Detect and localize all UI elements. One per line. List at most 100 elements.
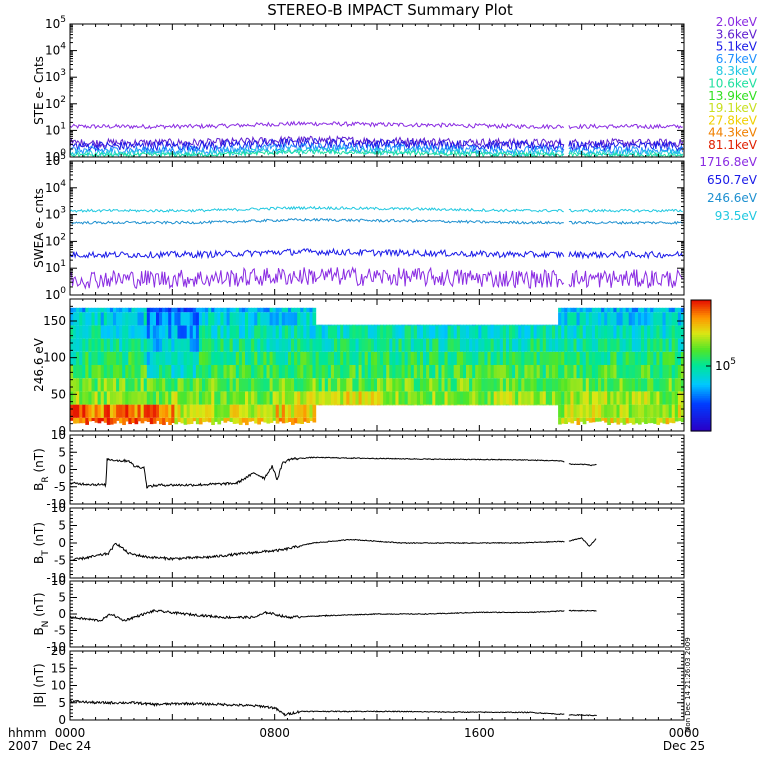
pad-cell <box>604 404 608 418</box>
pad-cell <box>168 365 172 379</box>
pad-cell <box>674 312 679 326</box>
pad-cell <box>294 417 298 424</box>
colorbar-cell <box>691 380 711 384</box>
pad-cell <box>73 325 77 339</box>
pad-cell <box>545 365 550 379</box>
colorbar-cell <box>691 337 711 340</box>
pad-cell <box>189 365 194 379</box>
pad-cell <box>647 365 651 379</box>
pad-cell <box>174 378 179 392</box>
pad-cell <box>321 365 326 379</box>
pad-cell <box>478 324 482 326</box>
pad-cell <box>472 404 476 406</box>
pad-cell <box>131 307 136 313</box>
pad-cell <box>226 351 231 365</box>
pad-cell <box>245 325 249 339</box>
pad-cell <box>432 365 436 379</box>
pad-cell <box>263 307 268 313</box>
pad-cell <box>113 312 117 326</box>
pad-cell <box>395 324 400 326</box>
pad-cell <box>180 378 185 392</box>
pad-cell <box>113 365 117 379</box>
pad-cell <box>576 365 581 379</box>
pad-cell <box>205 312 209 326</box>
pad-cell <box>88 351 93 365</box>
pad-cell <box>152 417 157 424</box>
pad-cell <box>671 325 676 339</box>
pad-cell <box>159 378 163 392</box>
pad-cell <box>677 325 682 339</box>
pad-cell <box>469 325 473 339</box>
pad-cell <box>610 417 614 424</box>
pad-cell <box>327 351 332 365</box>
pad-cell <box>340 338 344 352</box>
pad-cell <box>330 324 335 326</box>
pad-cell <box>512 365 516 379</box>
pad-cell <box>88 391 93 405</box>
pad-cell <box>429 378 433 392</box>
pad-cell <box>186 378 191 392</box>
swea-y-tick-base: 10 <box>45 154 60 168</box>
pad-cell <box>180 351 185 365</box>
pad-cell <box>177 312 182 326</box>
pad-cell <box>346 338 350 352</box>
pad-cell <box>321 325 326 339</box>
br-frame <box>69 434 685 505</box>
pad-cell <box>588 351 593 365</box>
pad-cell <box>502 378 507 392</box>
pad-cell <box>137 312 142 326</box>
pad-cell <box>128 378 132 392</box>
pad-cell <box>610 365 614 379</box>
pad-cell <box>85 338 89 352</box>
colorbar-cell <box>691 302 711 305</box>
pad-cell <box>429 338 433 352</box>
pad-cell <box>539 365 544 379</box>
pad-cell <box>588 338 593 352</box>
pad-cell <box>573 325 578 339</box>
pad-cell <box>521 325 525 339</box>
pad-cell <box>650 307 654 313</box>
pad-cell <box>284 325 289 339</box>
pad-cell <box>165 351 169 365</box>
pad-cell <box>119 338 123 352</box>
pad-cell <box>125 404 129 418</box>
pad-cell <box>263 391 268 405</box>
pad-cell <box>205 378 209 392</box>
pad-cell <box>607 378 611 392</box>
pad-cell <box>377 325 381 339</box>
pad-cell <box>598 378 602 392</box>
pad-cell <box>512 324 516 326</box>
pad-cell <box>361 365 366 379</box>
pad-cell <box>576 307 581 313</box>
pad-cell <box>401 365 406 379</box>
pad-cell <box>677 378 682 392</box>
pad-cell <box>79 365 83 379</box>
pad-cell <box>248 391 252 405</box>
pad-cell <box>232 307 237 313</box>
pad-cell <box>189 391 194 405</box>
pad-cell <box>564 307 568 313</box>
pad-cell <box>174 351 179 365</box>
ste-ylabel: STE e- Cnts <box>32 56 46 125</box>
pad-cell <box>343 404 347 406</box>
pad-cell <box>441 325 446 339</box>
pad-cell <box>426 378 430 392</box>
pad-cell <box>85 307 89 313</box>
pad-cell <box>490 351 495 365</box>
pad-cell <box>420 325 424 339</box>
pad-cell <box>306 417 311 423</box>
colorbar-cell <box>691 341 711 345</box>
pad-cell <box>423 391 427 405</box>
pad-cell <box>404 404 409 406</box>
pad-cell <box>432 378 436 392</box>
pad-cell <box>573 338 578 352</box>
swea-y-tick-label: 100 <box>45 286 66 302</box>
br-y-tick-label: 5 <box>58 445 66 459</box>
pad-cell <box>220 391 225 405</box>
pad-cell <box>156 378 160 392</box>
pad-cell <box>484 391 489 405</box>
pad-cell <box>171 378 175 392</box>
pad-cell <box>202 338 206 352</box>
timestamp: Mon Dec 14 21:26:03 2009 <box>684 637 692 732</box>
